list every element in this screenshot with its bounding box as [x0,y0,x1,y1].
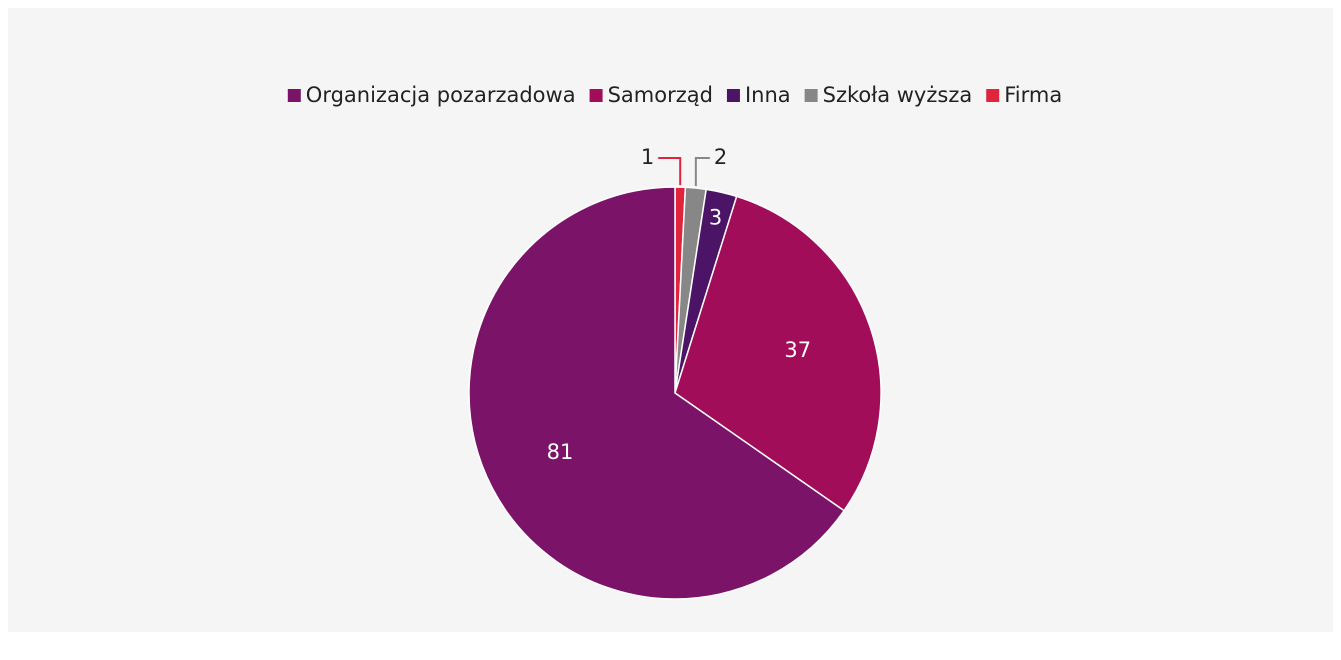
leader-line [658,157,682,186]
legend-swatch [589,89,603,102]
legend: Organizacja pozarzadowa Samorząd Inna Szkoł… [287,83,1062,107]
legend-label: Firma [1004,83,1062,107]
pie-slice [674,195,882,512]
legend-label: Samorząd [608,83,713,107]
legend-swatch [986,89,1000,102]
legend-label: Inna [745,83,791,107]
legend-swatch [804,89,818,102]
data-label: 3 [709,205,722,229]
pie-slice [468,186,846,600]
data-label: 81 [547,440,574,464]
data-label: 37 [784,338,811,362]
legend-swatch [726,89,740,102]
legend-label: Organizacja pozarzadowa [306,83,576,107]
legend-swatch [287,89,301,102]
legend-label: Szkoła wyższa [823,83,973,107]
leader-line [694,157,710,187]
data-label: 1 [641,145,654,169]
data-label: 2 [714,145,727,169]
